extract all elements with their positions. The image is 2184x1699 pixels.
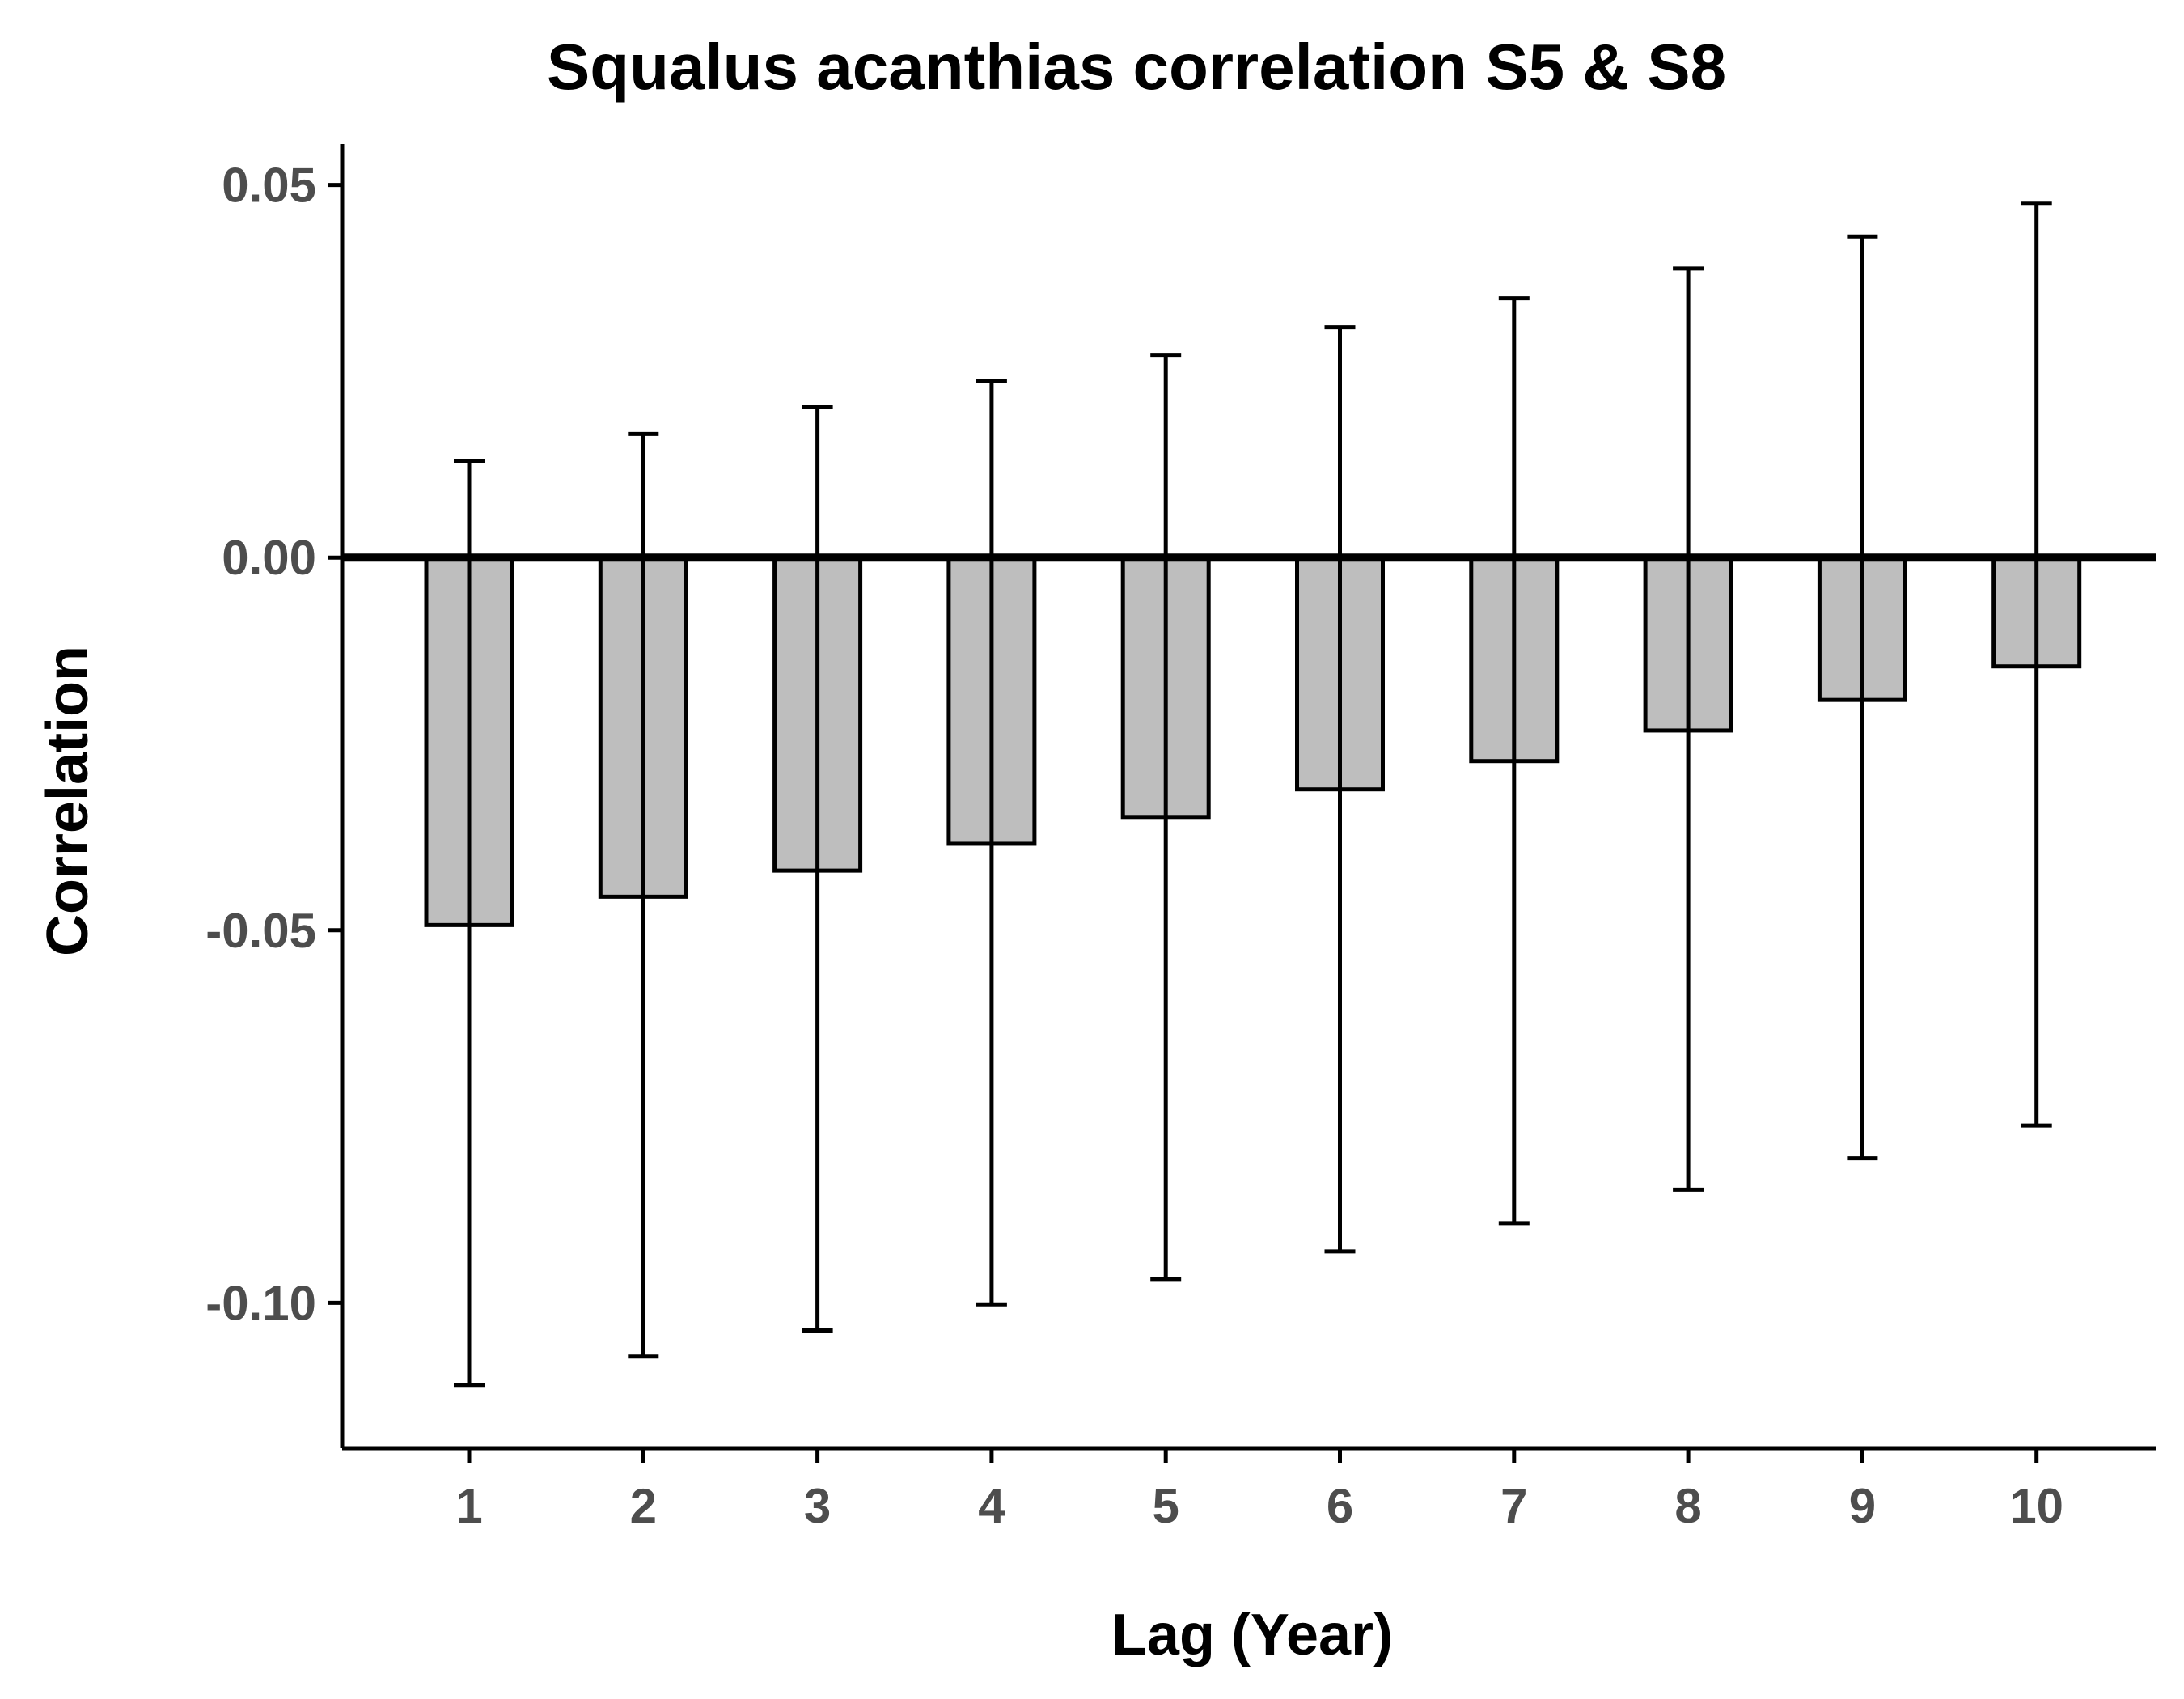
y-tick-label: -0.05 [205, 904, 316, 958]
y-tick-label: -0.10 [205, 1276, 316, 1330]
x-tick-label: 4 [978, 1479, 1005, 1533]
chart-title: Squalus acanthias correlation S5 & S8 [547, 31, 1726, 103]
x-tick-label: 3 [804, 1479, 831, 1533]
y-tick-label: 0.00 [222, 531, 316, 585]
x-tick-label: 7 [1500, 1479, 1527, 1533]
plot-area: 0.05 0.00 -0.05 -0.10 1 2 3 4 5 6 7 8 9 10 [205, 144, 2156, 1533]
x-tick-label: 9 [1849, 1479, 1876, 1533]
x-tick-label: 2 [630, 1479, 657, 1533]
x-axis-title: Lag (Year) [1111, 1603, 1393, 1667]
y-tick-label: 0.05 [222, 159, 316, 213]
x-tick-label: 1 [455, 1479, 482, 1533]
x-tick-label: 5 [1153, 1479, 1179, 1533]
y-axis-title: Correlation [36, 646, 100, 956]
x-tick-label: 6 [1327, 1479, 1353, 1533]
x-tick-label: 10 [2009, 1479, 2063, 1533]
x-tick-label: 8 [1674, 1479, 1701, 1533]
